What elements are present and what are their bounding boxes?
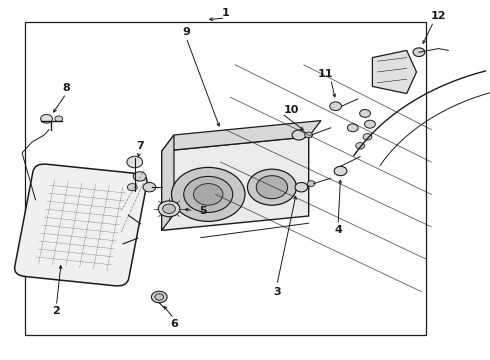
Bar: [24, 22, 426, 335]
Circle shape: [347, 124, 358, 132]
Circle shape: [184, 176, 233, 212]
Circle shape: [172, 167, 245, 221]
Circle shape: [360, 109, 370, 117]
Text: 1: 1: [221, 8, 229, 18]
Circle shape: [133, 172, 146, 181]
Text: 5: 5: [199, 206, 207, 216]
Circle shape: [143, 183, 156, 192]
Text: 9: 9: [182, 27, 190, 37]
Text: 12: 12: [431, 11, 446, 21]
Circle shape: [356, 143, 365, 149]
Polygon shape: [162, 121, 321, 151]
Circle shape: [305, 132, 313, 138]
Polygon shape: [162, 137, 309, 230]
Text: 10: 10: [284, 105, 299, 115]
Circle shape: [295, 183, 308, 192]
Text: 3: 3: [273, 287, 281, 297]
FancyBboxPatch shape: [15, 164, 147, 286]
Text: 8: 8: [62, 83, 70, 93]
Circle shape: [365, 120, 375, 128]
Circle shape: [247, 169, 296, 205]
Text: 4: 4: [334, 225, 342, 235]
Circle shape: [127, 156, 143, 168]
Text: 2: 2: [52, 306, 60, 316]
Circle shape: [256, 176, 288, 199]
Circle shape: [363, 134, 372, 140]
Circle shape: [155, 294, 164, 300]
Circle shape: [413, 48, 425, 57]
Circle shape: [334, 166, 347, 176]
Polygon shape: [372, 50, 416, 94]
Circle shape: [41, 114, 52, 123]
Circle shape: [194, 184, 223, 205]
Circle shape: [307, 181, 315, 186]
Text: 7: 7: [136, 141, 144, 151]
Circle shape: [292, 130, 306, 140]
Circle shape: [158, 201, 180, 217]
Circle shape: [151, 291, 167, 303]
Text: 6: 6: [170, 319, 178, 329]
Circle shape: [163, 204, 175, 213]
Polygon shape: [162, 135, 174, 230]
Circle shape: [55, 116, 63, 122]
Circle shape: [330, 102, 342, 111]
Text: 11: 11: [318, 69, 334, 79]
Circle shape: [127, 184, 137, 191]
